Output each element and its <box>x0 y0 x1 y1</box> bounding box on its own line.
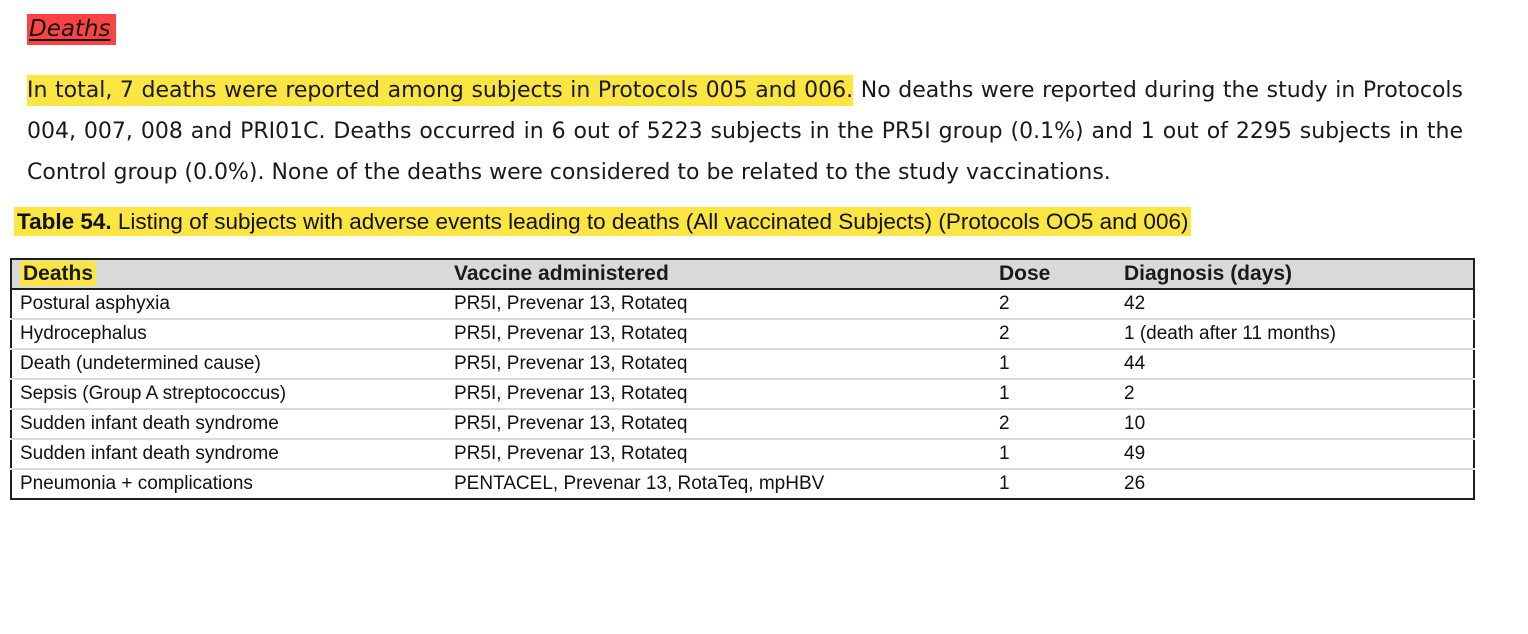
cell-vaccine: PR5I, Prevenar 13, Rotateq <box>446 348 991 379</box>
cell-vaccine: PR5I, Prevenar 13, Rotateq <box>454 293 688 314</box>
table-row: Pneumonia + complications PENTACEL, Prev… <box>11 468 1474 499</box>
cell-dose: 1 <box>991 468 1116 499</box>
section-heading-wrap: Deaths <box>27 14 1528 45</box>
cell-death-cause: Sepsis (Group A streptococcus) <box>11 378 446 409</box>
intro-paragraph: In total, 7 deaths were reported among s… <box>27 70 1463 193</box>
cell-diagnosis: 10 <box>1116 408 1474 439</box>
column-header-diagnosis: Diagnosis (days) <box>1116 259 1474 290</box>
column-header-vaccine: Vaccine administered <box>446 259 991 290</box>
table-row: Sepsis (Group A streptococcus) PR5I, Pre… <box>11 378 1474 409</box>
cell-vaccine: PR5I, Prevenar 13, Rotateq <box>446 318 991 349</box>
cell-dose: 2 <box>999 293 1010 314</box>
cell-diagnosis: 49 <box>1116 438 1474 469</box>
table-caption-label: Table 54. <box>17 209 112 234</box>
cell-death-cause: Hydrocephalus <box>11 318 446 349</box>
column-header-dose: Dose <box>991 259 1116 290</box>
table-caption-text: Listing of subjects with adverse events … <box>111 209 1189 234</box>
paragraph-remainder: No deaths were reported during the study… <box>27 78 1464 185</box>
deaths-table: Deaths Vaccine administered Dose Diagnos… <box>10 258 1475 500</box>
cell-death-cause: Pneumonia + complications <box>11 468 446 499</box>
cell-dose: 1 <box>991 378 1116 409</box>
column-header-deaths-label: Deaths <box>20 261 97 286</box>
cell-vaccine: PENTACEL, Prevenar 13, RotaTeq, mpHBV <box>446 468 991 499</box>
cell-vaccine: PR5I, Prevenar 13, Rotateq <box>446 408 991 439</box>
cell-diagnosis: 2 <box>1116 378 1474 409</box>
table-caption: Table 54. Listing of subjects with adver… <box>14 206 1476 237</box>
document-page: Deaths In total, 7 deaths were reported … <box>0 14 1528 634</box>
table-row: Sudden infant death syndrome PR5I, Preve… <box>11 408 1474 439</box>
cell-diagnosis: 26 <box>1116 468 1474 499</box>
cell-vaccine: PR5I, Prevenar 13, Rotateq <box>446 438 991 469</box>
deaths-section-heading: Deaths <box>27 14 116 45</box>
cell-diagnosis: 1 (death after 11 months) <box>1116 318 1474 349</box>
cell-dose: 1 <box>991 348 1116 379</box>
cell-diagnosis: 42 <box>1124 293 1146 314</box>
table-row: Sudden infant death syndrome PR5I, Preve… <box>11 438 1474 469</box>
highlighted-sentence: In total, 7 deaths were reported among s… <box>27 75 854 106</box>
cell-death-cause: Postural asphyxia <box>20 293 170 314</box>
cell-dose: 2 <box>991 318 1116 349</box>
table-row: Postural asphyxia PR5I, Prevenar 13, Rot… <box>11 289 1474 319</box>
table-row: Death (undetermined cause) PR5I, Prevena… <box>11 348 1474 379</box>
cell-death-cause: Sudden infant death syndrome <box>11 438 446 469</box>
cell-death-cause: Death (undetermined cause) <box>11 348 446 379</box>
cell-vaccine: PR5I, Prevenar 13, Rotateq <box>446 378 991 409</box>
cell-diagnosis: 44 <box>1116 348 1474 379</box>
cell-death-cause: Sudden infant death syndrome <box>11 408 446 439</box>
column-header-deaths: Deaths <box>11 259 446 290</box>
table-header-row: Deaths Vaccine administered Dose Diagnos… <box>11 259 1474 290</box>
table-row: Hydrocephalus PR5I, Prevenar 13, Rotateq… <box>11 318 1474 349</box>
cell-dose: 2 <box>991 408 1116 439</box>
cell-dose: 1 <box>991 438 1116 469</box>
